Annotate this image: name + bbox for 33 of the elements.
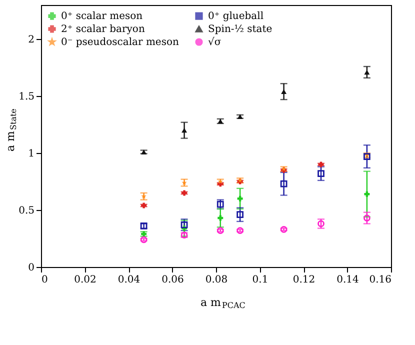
x-tick-label: 0.08 bbox=[205, 274, 228, 286]
point bbox=[140, 236, 148, 244]
y-tick-label: 0 bbox=[28, 262, 34, 274]
point bbox=[237, 196, 243, 202]
legend-label: 2⁺ scalar baryon bbox=[61, 24, 146, 35]
y-tick-label: 2 bbox=[28, 34, 34, 46]
point bbox=[280, 226, 288, 233]
point bbox=[218, 215, 224, 221]
legend-label: Spin-½ state bbox=[208, 24, 272, 35]
y-tick-label: 0.5 bbox=[18, 206, 34, 217]
x-tick-label: 0 bbox=[42, 274, 48, 286]
legend-label: √σ bbox=[208, 36, 222, 48]
x-tick-label: 0.12 bbox=[292, 274, 316, 286]
y-axis-title: a mState bbox=[4, 108, 18, 152]
legend-label: 0⁻ pseudoscalar meson bbox=[61, 37, 180, 48]
point bbox=[236, 211, 244, 218]
legend-label: 0⁺ glueball bbox=[208, 11, 264, 22]
y-tick-label: 1.5 bbox=[18, 92, 34, 103]
y-tick-label: 1 bbox=[28, 148, 34, 160]
point bbox=[364, 191, 370, 197]
x-tick-label: 0.14 bbox=[336, 274, 359, 286]
point bbox=[216, 200, 224, 208]
legend-label: 0⁺ scalar meson bbox=[61, 11, 144, 22]
point bbox=[280, 180, 288, 188]
x-tick-label: 0.16 bbox=[369, 274, 392, 286]
point bbox=[364, 214, 370, 222]
x-tick-label: 0.06 bbox=[162, 274, 184, 286]
point bbox=[281, 89, 287, 94]
point bbox=[318, 170, 324, 178]
x-tick-label: 0.04 bbox=[118, 274, 140, 286]
x-tick-label: 0.02 bbox=[74, 274, 96, 286]
x-tick-label: 0.1 bbox=[252, 274, 268, 286]
point bbox=[180, 221, 188, 228]
